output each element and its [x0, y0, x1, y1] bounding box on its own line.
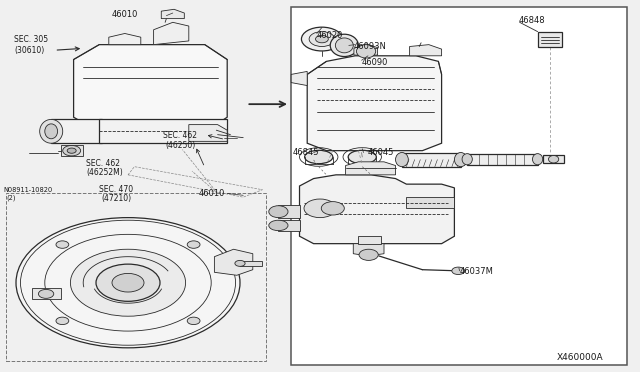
- Polygon shape: [214, 249, 253, 275]
- Ellipse shape: [348, 150, 376, 164]
- Circle shape: [309, 32, 335, 46]
- Ellipse shape: [269, 220, 288, 231]
- Circle shape: [112, 273, 144, 292]
- Polygon shape: [467, 154, 538, 165]
- Text: 46020: 46020: [317, 31, 343, 40]
- Polygon shape: [300, 175, 454, 244]
- Polygon shape: [99, 119, 227, 143]
- Text: (47210): (47210): [101, 194, 131, 203]
- Polygon shape: [291, 7, 627, 365]
- Circle shape: [452, 267, 465, 275]
- Ellipse shape: [454, 153, 467, 167]
- Circle shape: [188, 317, 200, 325]
- Text: SEC. 462: SEC. 462: [86, 159, 120, 168]
- Polygon shape: [358, 236, 381, 244]
- Polygon shape: [402, 153, 461, 167]
- Text: (46250): (46250): [165, 141, 195, 150]
- Text: 46093N: 46093N: [353, 42, 386, 51]
- Circle shape: [56, 241, 68, 248]
- Ellipse shape: [269, 206, 288, 218]
- Polygon shape: [240, 261, 262, 266]
- Text: SEC. 462: SEC. 462: [163, 131, 197, 140]
- Polygon shape: [32, 288, 61, 299]
- Text: 46010: 46010: [198, 189, 225, 198]
- Text: (2): (2): [6, 195, 16, 201]
- Polygon shape: [74, 45, 227, 132]
- Polygon shape: [109, 33, 141, 45]
- Circle shape: [67, 148, 76, 153]
- Ellipse shape: [548, 155, 559, 163]
- Text: 46090: 46090: [362, 58, 388, 67]
- Polygon shape: [410, 45, 442, 56]
- Circle shape: [188, 241, 200, 248]
- Circle shape: [16, 218, 240, 348]
- Text: 46010: 46010: [112, 10, 138, 19]
- Circle shape: [63, 145, 81, 156]
- Polygon shape: [353, 244, 384, 256]
- Polygon shape: [291, 71, 307, 86]
- Circle shape: [321, 202, 344, 215]
- Text: (30610): (30610): [14, 46, 44, 55]
- Ellipse shape: [532, 154, 543, 165]
- Ellipse shape: [462, 154, 472, 165]
- Circle shape: [304, 199, 336, 218]
- Circle shape: [96, 264, 160, 301]
- Polygon shape: [543, 155, 564, 163]
- Circle shape: [235, 260, 245, 266]
- Circle shape: [56, 317, 68, 325]
- Text: 46845: 46845: [293, 148, 319, 157]
- Polygon shape: [278, 205, 300, 218]
- Ellipse shape: [335, 38, 353, 53]
- Text: N08911-10820: N08911-10820: [3, 187, 52, 193]
- Polygon shape: [61, 145, 83, 156]
- Polygon shape: [161, 9, 184, 19]
- Polygon shape: [354, 44, 378, 55]
- Polygon shape: [278, 220, 300, 231]
- Polygon shape: [189, 125, 227, 141]
- Circle shape: [38, 289, 54, 298]
- Circle shape: [359, 249, 378, 260]
- Ellipse shape: [40, 119, 63, 143]
- Polygon shape: [406, 197, 454, 208]
- Ellipse shape: [396, 153, 408, 167]
- Ellipse shape: [356, 45, 376, 58]
- Text: 46045: 46045: [367, 148, 394, 157]
- Circle shape: [70, 249, 186, 316]
- Polygon shape: [346, 162, 396, 175]
- Circle shape: [301, 27, 342, 51]
- Text: SEC. 470: SEC. 470: [99, 185, 133, 194]
- Polygon shape: [154, 22, 189, 45]
- Polygon shape: [307, 56, 442, 151]
- Ellipse shape: [330, 34, 358, 57]
- Ellipse shape: [305, 150, 333, 164]
- Polygon shape: [538, 32, 562, 46]
- Circle shape: [316, 35, 328, 43]
- Text: 46037M: 46037M: [460, 267, 493, 276]
- Ellipse shape: [45, 124, 58, 139]
- Text: 46848: 46848: [518, 16, 545, 25]
- Text: SEC. 305: SEC. 305: [14, 35, 48, 44]
- Text: (46252M): (46252M): [86, 169, 123, 177]
- Text: X460000A: X460000A: [557, 353, 604, 362]
- Polygon shape: [51, 119, 102, 143]
